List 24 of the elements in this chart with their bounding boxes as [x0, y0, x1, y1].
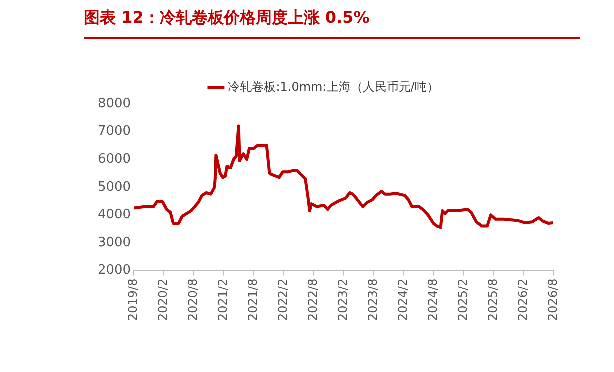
x-tick-label: 2024/2 [396, 278, 410, 321]
y-tick-label: 7000 [98, 124, 132, 140]
x-tick-label: 2026/2 [516, 278, 530, 321]
y-tick-label: 2000 [98, 263, 132, 278]
y-tick-label: 3000 [98, 235, 132, 250]
x-tick-label: 2020/8 [186, 278, 200, 321]
chart-title: 图表 12：冷轧卷板价格周度上涨 0.5% [84, 8, 580, 39]
x-tick-label: 2026/8 [546, 278, 560, 321]
x-tick-label: 2022/2 [276, 278, 290, 321]
x-tick-label: 2025/8 [486, 278, 500, 321]
x-tick-label: 2019/8 [126, 278, 140, 321]
x-tick-label: 2023/8 [366, 278, 380, 321]
y-tick-label: 6000 [98, 152, 132, 167]
legend-label: 冷轧卷板:1.0mm:上海（人民币元/吨） [228, 80, 439, 94]
x-tick-label: 2022/8 [306, 278, 320, 321]
x-tick-label: 2023/2 [336, 278, 350, 321]
y-tick-label: 5000 [98, 180, 132, 195]
y-tick-label: 8000 [98, 96, 132, 112]
x-tick-label: 2024/8 [426, 278, 440, 321]
x-tick-label: 2021/2 [216, 278, 230, 321]
x-tick-label: 2020/2 [156, 278, 170, 321]
x-tick-label: 2025/2 [456, 278, 470, 321]
x-tick-label: 2021/8 [246, 278, 260, 321]
y-tick-label: 4000 [98, 208, 132, 223]
